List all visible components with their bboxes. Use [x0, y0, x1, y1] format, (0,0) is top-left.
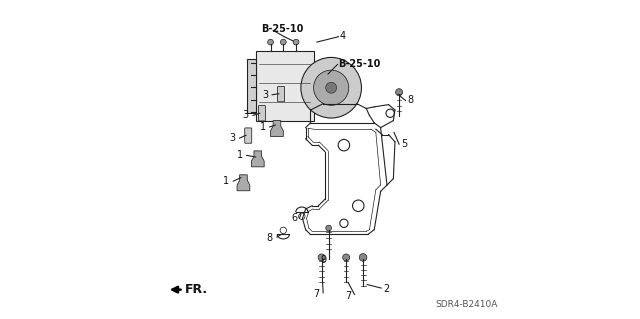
Text: 2: 2	[383, 284, 389, 294]
Text: 8: 8	[267, 233, 273, 243]
Polygon shape	[271, 121, 284, 137]
Circle shape	[268, 39, 273, 45]
Circle shape	[293, 39, 299, 45]
Text: 1: 1	[237, 150, 243, 160]
Text: 1: 1	[260, 122, 266, 132]
Text: 7: 7	[313, 289, 319, 299]
Text: 3: 3	[229, 133, 236, 143]
Polygon shape	[252, 151, 264, 167]
Circle shape	[280, 39, 286, 45]
Text: 1: 1	[223, 176, 229, 186]
Circle shape	[301, 57, 362, 118]
Circle shape	[326, 82, 337, 93]
Polygon shape	[247, 59, 256, 113]
Text: 3: 3	[242, 110, 248, 121]
Text: 5: 5	[401, 139, 408, 149]
Text: SDR4-B2410A: SDR4-B2410A	[435, 300, 498, 309]
FancyBboxPatch shape	[278, 86, 285, 102]
Circle shape	[326, 225, 332, 231]
Text: 3: 3	[262, 90, 268, 100]
FancyBboxPatch shape	[244, 128, 252, 143]
Polygon shape	[237, 175, 250, 191]
Text: 7: 7	[345, 291, 351, 301]
Text: FR.: FR.	[184, 283, 207, 296]
FancyBboxPatch shape	[259, 106, 266, 121]
Polygon shape	[256, 51, 314, 121]
Circle shape	[359, 254, 367, 261]
Text: 4: 4	[340, 31, 346, 41]
Text: 6: 6	[291, 213, 297, 223]
Circle shape	[318, 254, 325, 261]
Text: B-25-10: B-25-10	[261, 24, 303, 34]
Text: 8: 8	[407, 95, 413, 106]
Circle shape	[314, 70, 349, 105]
Circle shape	[342, 254, 349, 261]
Text: 9: 9	[320, 255, 326, 265]
Text: B-25-10: B-25-10	[339, 59, 381, 69]
Circle shape	[396, 89, 403, 96]
